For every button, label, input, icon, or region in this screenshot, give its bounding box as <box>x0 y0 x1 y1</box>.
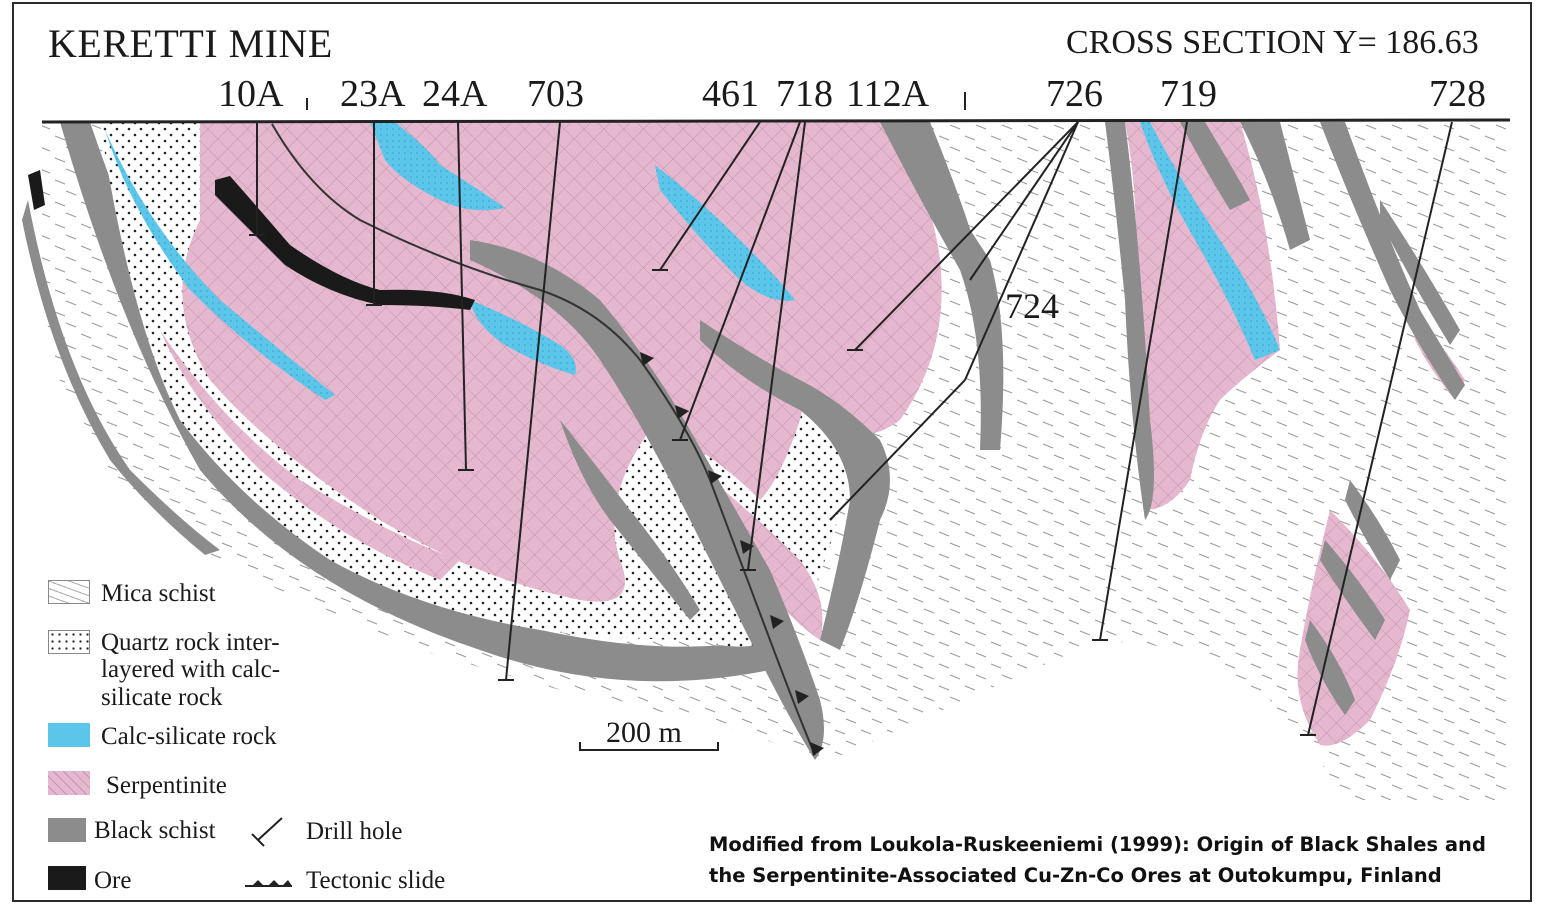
black-schist-band <box>1345 480 1400 580</box>
black-schist-band <box>700 320 890 650</box>
drill-hole-461 <box>659 121 761 271</box>
serpentinite-area <box>420 122 942 435</box>
drill-hole-label-23A: 23A <box>340 73 406 115</box>
drill-hole-label-728: 728 <box>1429 73 1486 115</box>
drill-hole-label-10A: 10A <box>218 73 284 115</box>
drill-hole-724 <box>964 121 1079 381</box>
tectonic-slide-teeth <box>640 352 824 756</box>
legend-label-quartz-rock-2: layered with calc- <box>101 656 281 683</box>
drill-holes <box>249 121 1453 736</box>
drill-hole-24A <box>457 121 467 471</box>
black-schist-band <box>905 122 985 290</box>
drill-hole-label-718: 718 <box>776 73 833 115</box>
legend-label-serpentinite: Serpentinite <box>106 772 227 799</box>
black-schist-band <box>470 240 824 760</box>
drill-hole-label-112A: 112A <box>846 73 930 115</box>
drill-hole-label-726: 726 <box>1046 73 1103 115</box>
black-schist-band <box>1105 122 1154 520</box>
serpentinite-area <box>1125 122 1280 510</box>
legend-swatch-mica-schist <box>48 580 90 604</box>
ground-surface-line <box>41 118 1511 124</box>
calc-silicate-lens <box>470 300 576 375</box>
scale-bar-label: 200 m <box>606 716 682 749</box>
source-credit: Modified from Loukola-Ruskeeniemi (1999)… <box>709 829 1486 891</box>
drill-hole-label-719: 719 <box>1160 73 1217 115</box>
legend-label-tectonic-slide: Tectonic slide <box>306 867 446 894</box>
drill-hole-label-461: 461 <box>702 73 759 115</box>
legend-swatch-calc-silicate <box>48 723 90 747</box>
calc-silicate-lens <box>655 165 795 301</box>
black-schist-band <box>560 420 700 620</box>
drill-hole-703 <box>505 121 561 681</box>
black-schist-band <box>1380 200 1460 345</box>
legend-swatch-serpentinite <box>48 771 90 795</box>
credit-line-2: the Serpentinite-Associated Cu-Zn-Co Ore… <box>709 864 1442 887</box>
drill-hole-label-24A: 24A <box>422 73 488 115</box>
legend-label-black-schist: Black schist <box>94 817 216 844</box>
serpentinite-area <box>1297 510 1410 746</box>
black-schist-band <box>1180 122 1250 210</box>
legend-swatch-ore <box>48 866 86 890</box>
legend-label-quartz-rock-3: silicate rock <box>101 684 223 711</box>
legend-swatch-black-schist <box>48 818 86 842</box>
black-schist-band <box>1320 540 1385 640</box>
tectonic-slide-line <box>271 123 816 756</box>
drill-hole-718-b <box>747 121 806 571</box>
drill-hole-726-b <box>969 121 1079 281</box>
scale-bar-line <box>579 742 719 751</box>
drill-hole-label-703: 703 <box>527 73 584 115</box>
legend-swatch-quartz-rock <box>48 630 90 654</box>
ore-body <box>28 170 45 210</box>
black-schist-band <box>1320 122 1465 400</box>
ore-body <box>215 176 475 310</box>
cross-section-label: CROSS SECTION Y= 186.63 <box>1066 24 1479 61</box>
black-schist-band <box>1240 122 1310 250</box>
credit-line-1: Modified from Loukola-Ruskeeniemi (1999)… <box>709 833 1486 856</box>
legend-label-drill-hole: Drill hole <box>306 818 403 845</box>
black-schist-band <box>1305 620 1355 715</box>
legend-tectonic-slide-symbol <box>245 880 292 887</box>
legend-label-quartz-rock-1: Quartz rock inter- <box>101 629 280 656</box>
legend-label-ore: Ore <box>94 867 132 894</box>
drill-hole-label-724: 724 <box>1005 286 1059 326</box>
drill-hole-726-a <box>854 121 1079 351</box>
legend-label-mica-schist: Mica schist <box>101 580 216 607</box>
calc-silicate-lens <box>370 122 505 211</box>
drill-hole-719 <box>1099 121 1188 641</box>
legend-label-calc-silicate: Calc-silicate rock <box>101 723 277 750</box>
figure-title: KERETTI MINE <box>48 21 333 66</box>
legend-drill-hole-symbol <box>251 817 283 847</box>
serpentinite-area <box>160 330 460 580</box>
drill-hole-718-a <box>679 121 801 441</box>
calc-silicate-lens <box>1140 122 1280 360</box>
drill-hole-728 <box>1307 121 1453 736</box>
